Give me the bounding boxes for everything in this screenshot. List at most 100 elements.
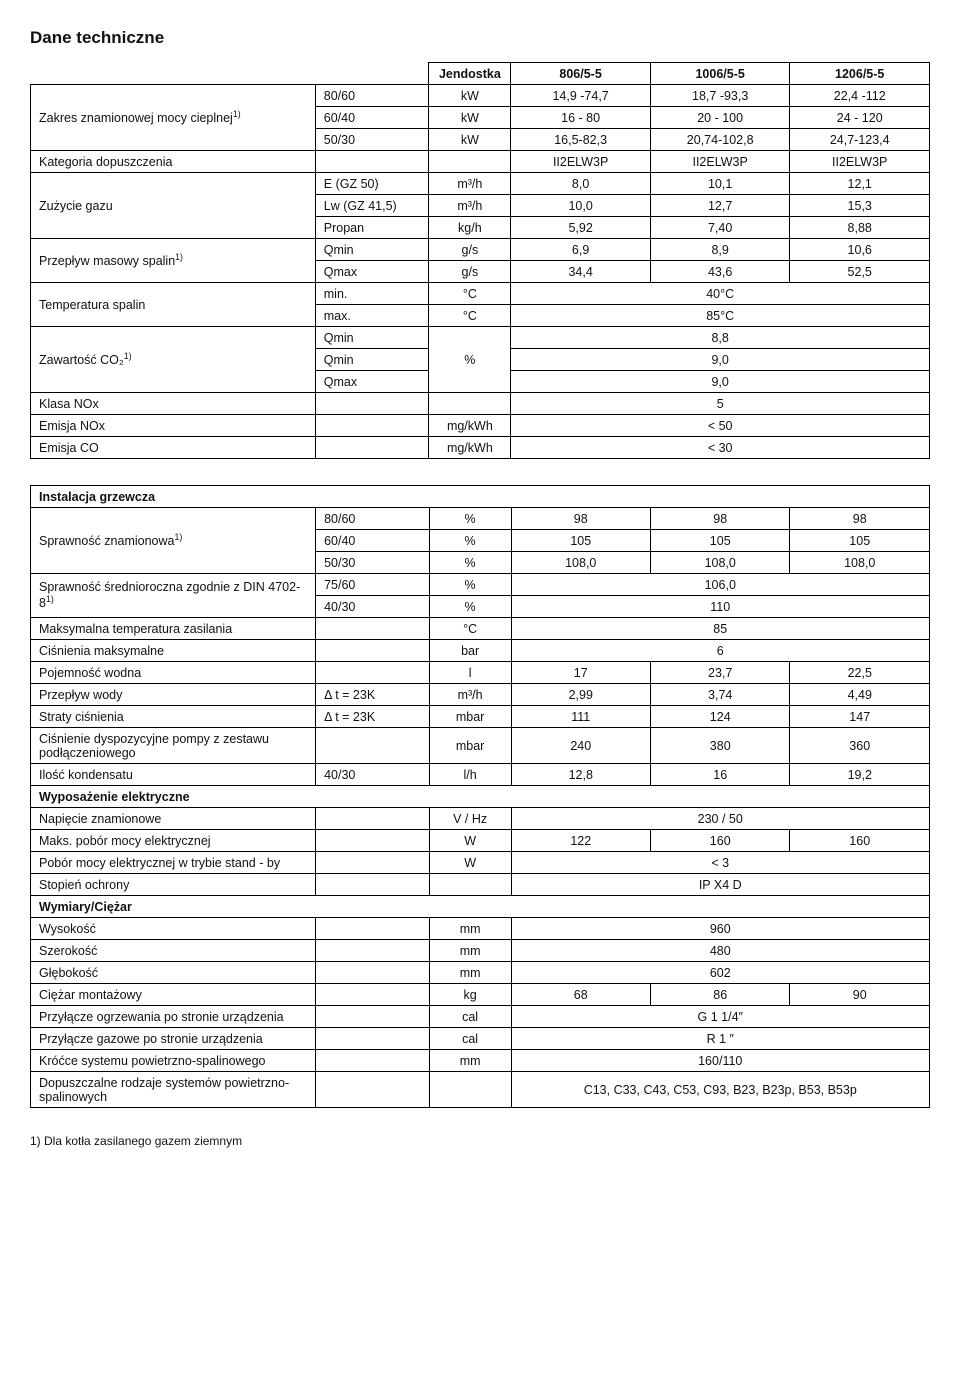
row-sublabel xyxy=(316,874,430,896)
row-value: 108,0 xyxy=(790,552,930,574)
row-value: 110 xyxy=(511,596,930,618)
row-unit: m³/h xyxy=(429,173,511,195)
row-label: Kategoria dopuszczenia xyxy=(31,151,316,173)
row-label: Przyłącze ogrzewania po stronie urządzen… xyxy=(31,1006,316,1028)
row-value: 10,0 xyxy=(511,195,651,217)
row-label: Przepływ wody xyxy=(31,684,316,706)
row-label: Zawartość CO₂1) xyxy=(31,327,316,393)
table2-row: Pobór mocy elektrycznej w trybie stand -… xyxy=(31,852,930,874)
row-value: 480 xyxy=(511,940,930,962)
row-sublabel: 75/60 xyxy=(316,574,430,596)
row-unit: mg/kWh xyxy=(429,415,511,437)
row-value: 9,0 xyxy=(511,349,930,371)
row-label: Sprawność znamionowa1) xyxy=(31,508,316,574)
row-value: 105 xyxy=(790,530,930,552)
row-value: 380 xyxy=(650,728,789,764)
row-sublabel: Propan xyxy=(315,217,429,239)
row-unit: mg/kWh xyxy=(429,437,511,459)
row-sublabel: 50/30 xyxy=(316,552,430,574)
row-value: 19,2 xyxy=(790,764,930,786)
table2-row: Maks. pobór mocy elektrycznejW122160160 xyxy=(31,830,930,852)
row-sublabel: max. xyxy=(315,305,429,327)
table1-row: Temperatura spalinmin.°C40°C xyxy=(31,283,930,305)
row-label: Króćce systemu powietrzno-spalinowego xyxy=(31,1050,316,1072)
table2-row: Wysokośćmm960 xyxy=(31,918,930,940)
row-sublabel xyxy=(315,151,429,173)
row-value: G 1 1/4″ xyxy=(511,1006,930,1028)
row-value: 602 xyxy=(511,962,930,984)
row-value: 16 xyxy=(650,764,789,786)
row-unit: kg/h xyxy=(429,217,511,239)
table2-row: Przyłącze ogrzewania po stronie urządzen… xyxy=(31,1006,930,1028)
table2-header-row: Instalacja grzewcza xyxy=(31,486,930,508)
row-value: 34,4 xyxy=(511,261,651,283)
row-value: 10,1 xyxy=(650,173,790,195)
row-unit: mm xyxy=(429,918,511,940)
row-value: 22,5 xyxy=(790,662,930,684)
row-label: Pobór mocy elektrycznej w trybie stand -… xyxy=(31,852,316,874)
row-unit xyxy=(429,151,511,173)
row-label: Zużycie gazu xyxy=(31,173,316,239)
col-1006: 1006/5-5 xyxy=(650,63,790,85)
table1-row: Zużycie gazuE (GZ 50)m³/h8,010,112,1 xyxy=(31,173,930,195)
row-label: Sprawność średnioroczna zgodnie z DIN 47… xyxy=(31,574,316,618)
row-unit: W xyxy=(429,830,511,852)
table2-row: Ciężar montażowykg688690 xyxy=(31,984,930,1006)
row-value: 160/110 xyxy=(511,1050,930,1072)
table1-row: Przepływ masowy spalin1)Qming/s6,98,910,… xyxy=(31,239,930,261)
row-sublabel: 80/60 xyxy=(316,508,430,530)
table1-row: Emisja COmg/kWh< 30 xyxy=(31,437,930,459)
row-sublabel: 60/40 xyxy=(315,107,429,129)
row-unit: g/s xyxy=(429,239,511,261)
row-value: 147 xyxy=(790,706,930,728)
row-label: Zakres znamionowej mocy cieplnej1) xyxy=(31,85,316,151)
row-value: 85 xyxy=(511,618,930,640)
row-value: 105 xyxy=(511,530,650,552)
row-label: Dopuszczalne rodzaje systemów powietrzno… xyxy=(31,1072,316,1108)
row-sublabel: Qmax xyxy=(315,261,429,283)
row-value: 160 xyxy=(790,830,930,852)
row-value: II2ELW3P xyxy=(511,151,651,173)
row-unit xyxy=(429,874,511,896)
table2-row: Stopień ochronyIP X4 D xyxy=(31,874,930,896)
row-sublabel: E (GZ 50) xyxy=(315,173,429,195)
row-value: 7,40 xyxy=(650,217,790,239)
row-value: 24,7-123,4 xyxy=(790,129,930,151)
table2-row: Przyłącze gazowe po stronie urządzeniaca… xyxy=(31,1028,930,1050)
row-sublabel xyxy=(316,808,430,830)
row-value: 16,5-82,3 xyxy=(511,129,651,151)
row-sublabel xyxy=(316,918,430,940)
table2-row: Straty ciśnieniaΔ t = 23Kmbar111124147 xyxy=(31,706,930,728)
row-sublabel: 80/60 xyxy=(315,85,429,107)
row-value: 98 xyxy=(650,508,789,530)
row-sublabel xyxy=(316,1050,430,1072)
row-sublabel: 40/30 xyxy=(316,596,430,618)
row-unit: mm xyxy=(429,1050,511,1072)
table2-row: Króćce systemu powietrzno-spalinowego mm1… xyxy=(31,1050,930,1072)
row-value: 23,7 xyxy=(650,662,789,684)
row-sublabel: min. xyxy=(315,283,429,305)
row-sublabel: Qmin xyxy=(315,327,429,349)
row-value: 230 / 50 xyxy=(511,808,930,830)
table2-row: Dopuszczalne rodzaje systemów powietrzno… xyxy=(31,1072,930,1108)
row-value: 108,0 xyxy=(650,552,789,574)
table2-row: Ciśnienia maksymalnebar6 xyxy=(31,640,930,662)
row-sublabel xyxy=(316,984,430,1006)
row-value: 12,8 xyxy=(511,764,650,786)
row-value: 8,8 xyxy=(511,327,930,349)
row-value: 122 xyxy=(511,830,650,852)
row-unit: % xyxy=(429,552,511,574)
row-value: 8,0 xyxy=(511,173,651,195)
row-label: Ciężar montażowy xyxy=(31,984,316,1006)
row-label: Ciśnienie dyspozycyjne pompy z zestawu p… xyxy=(31,728,316,764)
page-title: Dane techniczne xyxy=(30,28,930,48)
row-value: 85°C xyxy=(511,305,930,327)
row-unit: % xyxy=(429,596,511,618)
row-value: 124 xyxy=(650,706,789,728)
row-sublabel xyxy=(316,830,430,852)
row-value: 90 xyxy=(790,984,930,1006)
table1-header-row: Jendostka 806/5-5 1006/5-5 1206/5-5 xyxy=(31,63,930,85)
table2-row: Wyposażenie elektryczne xyxy=(31,786,930,808)
row-value: 98 xyxy=(790,508,930,530)
row-value: < 3 xyxy=(511,852,930,874)
